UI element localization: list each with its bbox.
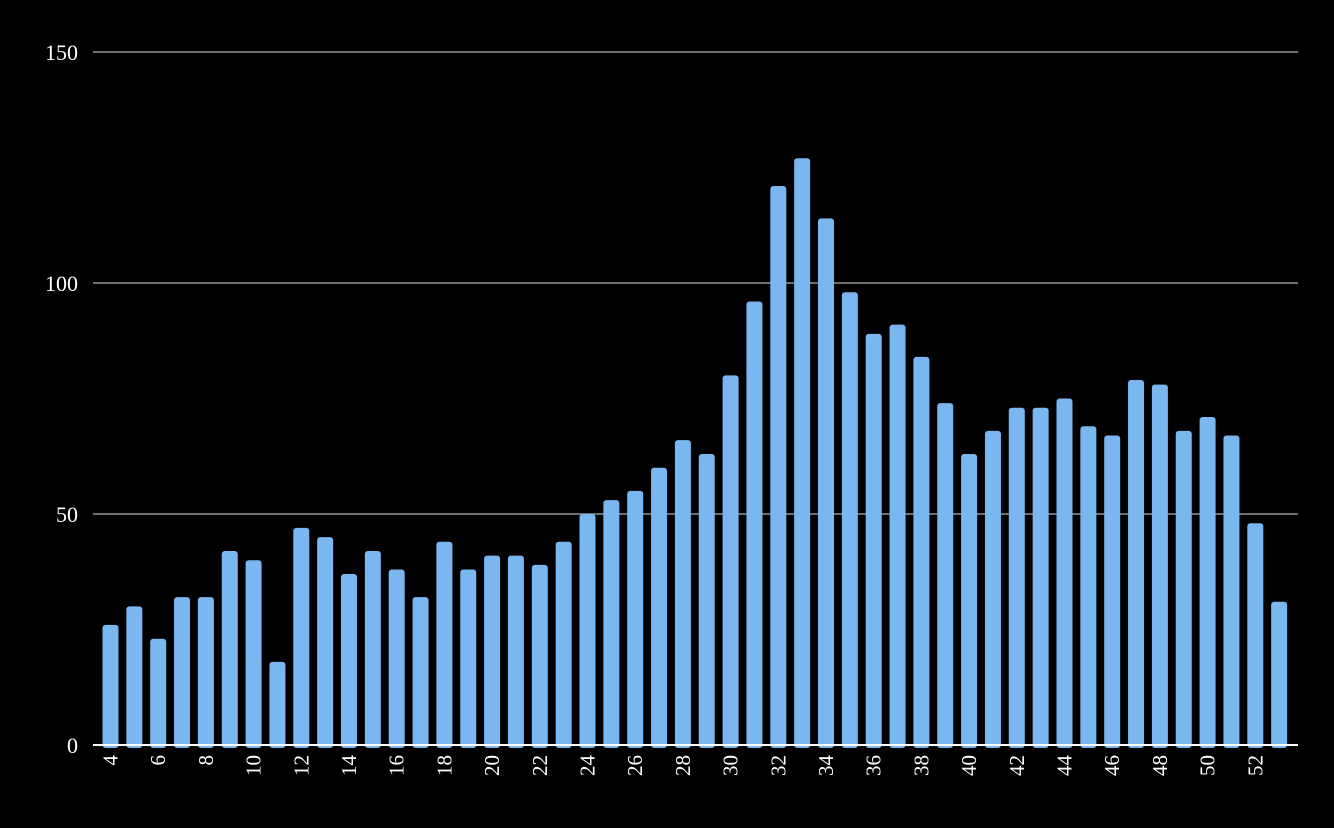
bar-19 xyxy=(460,569,477,748)
bar-28 xyxy=(674,440,691,748)
x-tick-label: 30 xyxy=(719,755,743,776)
bar-27 xyxy=(651,467,668,748)
bar-18 xyxy=(436,541,453,748)
x-tick-label: 4 xyxy=(99,755,123,766)
bar-48 xyxy=(1151,384,1168,748)
y-tick-label: 150 xyxy=(45,40,78,65)
bar-38 xyxy=(913,356,930,748)
y-axis-ticks: 0 50 100 150 xyxy=(45,40,78,758)
bar-29 xyxy=(698,453,715,748)
x-tick-label: 18 xyxy=(432,755,456,776)
bar-46 xyxy=(1104,435,1121,748)
x-tick-label: 42 xyxy=(1005,755,1029,776)
bar-25 xyxy=(603,500,620,748)
y-tick-label: 0 xyxy=(67,733,78,758)
bar-42 xyxy=(1008,407,1025,748)
x-tick-label: 34 xyxy=(814,755,838,777)
bar-13 xyxy=(317,537,334,748)
x-tick-label: 38 xyxy=(909,755,933,776)
bar-41 xyxy=(984,430,1001,748)
bar-17 xyxy=(412,597,429,748)
bar-23 xyxy=(555,541,572,748)
bar-34 xyxy=(818,218,834,748)
bar-24 xyxy=(579,514,596,748)
bar-33 xyxy=(794,158,811,748)
x-tick-label: 22 xyxy=(528,755,552,776)
bar-49 xyxy=(1175,430,1192,748)
bar-31 xyxy=(746,301,763,748)
bar-5 xyxy=(126,606,143,748)
bar-26 xyxy=(627,490,644,748)
x-tick-label: 20 xyxy=(480,755,504,776)
bar-9 xyxy=(221,550,238,748)
x-tick-label: 32 xyxy=(766,755,790,776)
x-tick-label: 52 xyxy=(1243,755,1267,776)
x-tick-label: 40 xyxy=(957,755,981,776)
bar-35 xyxy=(841,292,858,748)
x-tick-label: 24 xyxy=(576,755,600,777)
x-tick-label: 26 xyxy=(623,755,647,776)
bar-10 xyxy=(245,560,262,748)
bar-37 xyxy=(889,324,906,748)
x-tick-label: 36 xyxy=(862,755,886,776)
x-tick-label: 14 xyxy=(337,755,361,777)
bar-11 xyxy=(269,661,286,748)
bar-15 xyxy=(364,550,381,748)
x-tick-label: 12 xyxy=(289,755,313,776)
bar-21 xyxy=(507,555,524,748)
bar-43 xyxy=(1032,407,1049,748)
gridlines xyxy=(93,51,1298,515)
x-axis-ticks: 4 6 8 10 12 14 16 18 20 22 24 26 28 30 32 34 36 38 40 42 44 4… xyxy=(99,755,1268,777)
x-tick-label: 16 xyxy=(385,755,409,776)
bar-30 xyxy=(722,375,739,748)
bar-32 xyxy=(770,185,787,749)
bar-51 xyxy=(1223,435,1240,748)
bar-45 xyxy=(1080,426,1097,748)
x-tick-label: 28 xyxy=(671,755,695,776)
bar-12 xyxy=(293,527,310,748)
bar-7 xyxy=(174,597,191,748)
bar-14 xyxy=(341,574,357,748)
x-tick-label: 46 xyxy=(1100,755,1124,776)
x-tick-label: 10 xyxy=(242,755,266,776)
bar-52 xyxy=(1247,523,1264,748)
bar-44 xyxy=(1056,398,1073,748)
bar-6 xyxy=(150,638,167,748)
bar-8 xyxy=(197,597,214,748)
bar-50 xyxy=(1199,416,1216,748)
bar-47 xyxy=(1128,380,1145,748)
bar-39 xyxy=(937,403,954,748)
x-tick-label: 6 xyxy=(146,755,170,766)
y-tick-label: 50 xyxy=(56,502,78,527)
x-tick-label: 8 xyxy=(194,755,218,766)
x-tick-label: 48 xyxy=(1148,755,1172,776)
bar-4 xyxy=(102,624,119,748)
y-tick-label: 100 xyxy=(45,271,78,296)
bar-36 xyxy=(865,333,882,748)
bar-53 xyxy=(1271,601,1288,748)
bar-22 xyxy=(531,564,548,748)
bar-20 xyxy=(484,555,501,748)
x-tick-label: 50 xyxy=(1196,755,1220,776)
bars xyxy=(102,158,1288,749)
x-tick-label: 44 xyxy=(1053,755,1077,777)
bar-40 xyxy=(961,453,978,748)
bar-16 xyxy=(388,569,405,748)
